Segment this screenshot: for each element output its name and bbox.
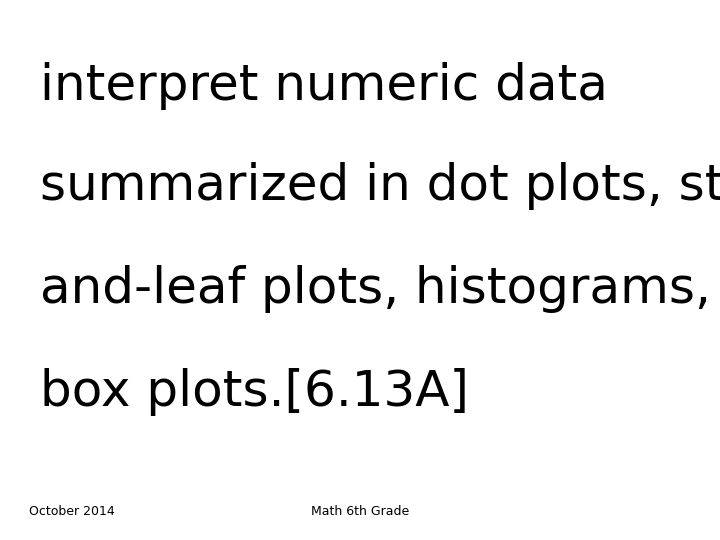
Text: summarized in dot plots, stem-: summarized in dot plots, stem- xyxy=(40,163,720,210)
Text: Math 6th Grade: Math 6th Grade xyxy=(311,505,409,518)
Text: and-leaf plots, histograms, and: and-leaf plots, histograms, and xyxy=(40,265,720,313)
Text: October 2014: October 2014 xyxy=(29,505,114,518)
Text: box plots.[6.13A]: box plots.[6.13A] xyxy=(40,368,469,415)
Text: interpret numeric data: interpret numeric data xyxy=(40,63,608,110)
